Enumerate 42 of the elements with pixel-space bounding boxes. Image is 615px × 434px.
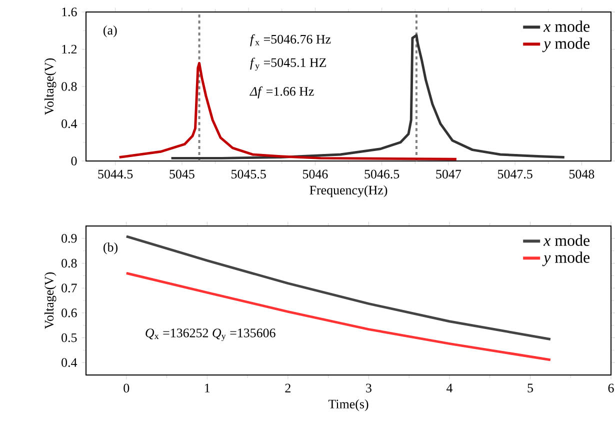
x-axis-title: Frequency(Hz) bbox=[310, 185, 388, 198]
x-tick-label: 5045 bbox=[170, 170, 194, 178]
legend-label: x mode bbox=[543, 20, 590, 32]
x-tick-label: 6 bbox=[608, 384, 614, 392]
x-tick-label: 0 bbox=[124, 384, 130, 392]
line-series bbox=[125, 235, 552, 340]
y-tick-label: 0.9 bbox=[62, 234, 77, 243]
legend-label: y mode bbox=[542, 38, 590, 52]
y-tick-label: 0.8 bbox=[62, 258, 77, 268]
y-tick-label: 0.4 bbox=[62, 119, 78, 128]
y-axis-title: Voltage(V) bbox=[44, 272, 56, 329]
x-tick-label: 1 bbox=[205, 384, 210, 392]
line-series bbox=[125, 272, 552, 362]
x-tick-label: 5046 bbox=[302, 170, 328, 178]
legend-label: y mode bbox=[542, 252, 590, 266]
y-tick-label: 0.5 bbox=[62, 333, 77, 342]
y-tick-label: 0.6 bbox=[62, 308, 77, 318]
x-tick-label: 4 bbox=[446, 384, 453, 392]
x-axis-title: Time(s) bbox=[328, 399, 368, 412]
x-tick-label: 5 bbox=[528, 384, 533, 392]
annotation: f$_{x}$ =5046.76 Hz bbox=[250, 34, 331, 46]
x-tick-label: 5047.5 bbox=[498, 170, 532, 179]
x-tick-label: 5044.5 bbox=[98, 170, 133, 179]
annotation: f$_{y}$ =5045.1 HZ bbox=[250, 58, 326, 71]
annotation: Q$_{x}$ =136252 Q$_{y}$ =135606 bbox=[146, 328, 276, 341]
x-tick-label: 5045.5 bbox=[232, 170, 266, 179]
annotation: (a) bbox=[104, 25, 117, 38]
y-axis-title: Voltage(V) bbox=[44, 58, 56, 115]
y-tick-label: 1.6 bbox=[62, 8, 77, 16]
y-tick-label: 0 bbox=[71, 156, 77, 166]
x-tick-label: 5046.5 bbox=[364, 170, 400, 179]
y-tick-label: 0.4 bbox=[62, 358, 78, 367]
x-tick-label: 3 bbox=[366, 384, 372, 392]
annotation: (b) bbox=[104, 242, 118, 254]
y-tick-label: 0.7 bbox=[62, 284, 77, 292]
annotation: Δf =1.66 Hz bbox=[250, 86, 314, 98]
y-tick-label: 0.8 bbox=[62, 82, 77, 91]
y-tick-label: 1.2 bbox=[62, 44, 77, 54]
x-tick-label: 5047 bbox=[436, 170, 462, 178]
x-tick-label: 2 bbox=[285, 384, 290, 392]
x-tick-label: 5048 bbox=[569, 170, 594, 178]
legend-label: x mode bbox=[543, 234, 590, 246]
